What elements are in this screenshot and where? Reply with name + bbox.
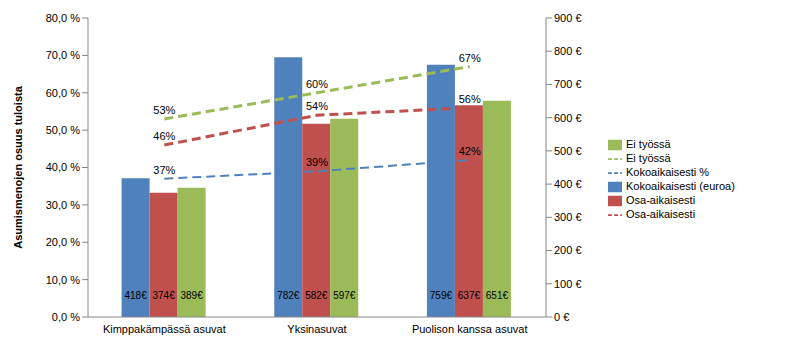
svg-text:67%: 67% bbox=[459, 52, 481, 64]
svg-text:582€: 582€ bbox=[305, 290, 328, 301]
svg-text:Kimppakämpässä asuvat: Kimppakämpässä asuvat bbox=[103, 323, 226, 335]
svg-text:782€: 782€ bbox=[277, 290, 300, 301]
svg-text:10,0 %: 10,0 % bbox=[46, 274, 80, 286]
svg-text:42%: 42% bbox=[459, 145, 481, 157]
svg-text:100 €: 100 € bbox=[554, 278, 582, 290]
svg-text:597€: 597€ bbox=[333, 290, 356, 301]
svg-text:759€: 759€ bbox=[430, 290, 453, 301]
svg-text:39%: 39% bbox=[306, 156, 328, 168]
svg-text:Asumismenojen osuus tuloista: Asumismenojen osuus tuloista bbox=[12, 85, 24, 248]
svg-text:Yksinasuvat: Yksinasuvat bbox=[287, 323, 346, 335]
svg-text:700 €: 700 € bbox=[554, 78, 582, 90]
svg-text:374€: 374€ bbox=[152, 290, 175, 301]
svg-text:600 €: 600 € bbox=[554, 112, 582, 124]
svg-text:50,0 %: 50,0 % bbox=[46, 124, 80, 136]
html-text:Osa-aikaisesti: Osa-aikaisesti bbox=[626, 194, 696, 207]
svg-text:37%: 37% bbox=[153, 164, 175, 176]
svg-text:500 €: 500 € bbox=[554, 145, 582, 157]
svg-text:80,0 %: 80,0 % bbox=[46, 12, 80, 24]
svg-text:651€: 651€ bbox=[486, 290, 509, 301]
svg-text:0 €: 0 € bbox=[554, 311, 569, 323]
svg-text:300 €: 300 € bbox=[554, 211, 582, 223]
svg-text:0,0 %: 0,0 % bbox=[52, 311, 80, 323]
svg-text:54%: 54% bbox=[306, 100, 328, 112]
svg-text:637€: 637€ bbox=[458, 290, 481, 301]
svg-text:40,0 %: 40,0 % bbox=[46, 161, 80, 173]
svg-text:20,0 %: 20,0 % bbox=[46, 236, 80, 248]
svg-text:800 €: 800 € bbox=[554, 45, 582, 57]
svg-text:30,0 %: 30,0 % bbox=[46, 199, 80, 211]
svg-text:60,0 %: 60,0 % bbox=[46, 87, 80, 99]
svg-text:400 €: 400 € bbox=[554, 178, 582, 190]
svg-text:46%: 46% bbox=[153, 130, 175, 142]
html-text:Ei työssä: Ei työssä bbox=[626, 151, 671, 164]
html-text:Ei työssä: Ei työssä bbox=[626, 137, 671, 150]
svg-text:56%: 56% bbox=[459, 93, 481, 105]
svg-text:53%: 53% bbox=[153, 104, 175, 116]
svg-text:Puolison kanssa asuvat: Puolison kanssa asuvat bbox=[412, 323, 528, 335]
svg-text:70,0 %: 70,0 % bbox=[46, 49, 80, 61]
html-text:Kokoaikaisesti (euroa): Kokoaikaisesti (euroa) bbox=[626, 180, 735, 192]
html-text:Osa-aikaisesti: Osa-aikaisesti bbox=[626, 208, 696, 221]
svg-text:200 €: 200 € bbox=[554, 244, 582, 256]
svg-text:389€: 389€ bbox=[180, 290, 203, 301]
svg-text:900 €: 900 € bbox=[554, 12, 582, 24]
svg-text:60%: 60% bbox=[306, 78, 328, 90]
html-text:Kokoaikaisesti %: Kokoaikaisesti % bbox=[626, 165, 710, 178]
svg-text:418€: 418€ bbox=[124, 290, 147, 301]
